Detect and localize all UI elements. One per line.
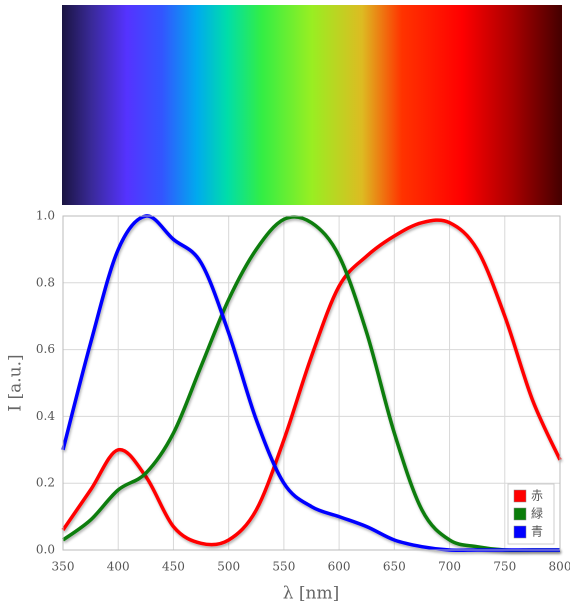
legend-swatch bbox=[513, 507, 527, 521]
x-axis-title: λ [nm] bbox=[283, 584, 340, 604]
legend-swatch bbox=[513, 525, 527, 539]
x-tick-label: 500 bbox=[217, 560, 240, 574]
x-tick-label: 700 bbox=[438, 560, 461, 574]
x-tick-label: 600 bbox=[328, 560, 351, 574]
legend-label: 青 bbox=[531, 525, 543, 539]
legend-label: 緑 bbox=[531, 506, 543, 521]
x-tick-label: 650 bbox=[383, 560, 406, 574]
y-tick-label: 0.4 bbox=[36, 409, 55, 423]
x-tick-label: 750 bbox=[493, 560, 516, 574]
x-tick-label: 800 bbox=[549, 560, 570, 574]
plot-frame bbox=[62, 215, 561, 551]
x-tick-label: 400 bbox=[107, 560, 130, 574]
legend-label: 赤 bbox=[531, 489, 543, 503]
y-axis-title: I [a.u.] bbox=[6, 354, 26, 411]
series-line bbox=[61, 215, 560, 552]
spectrum-bar bbox=[62, 5, 562, 205]
y-tick-label: 0.6 bbox=[36, 342, 55, 356]
x-tick-label: 550 bbox=[272, 560, 295, 574]
y-tick-label: 0.2 bbox=[36, 476, 55, 490]
y-tick-label: 0.0 bbox=[36, 543, 55, 557]
y-tick-label: 0.8 bbox=[36, 275, 55, 289]
x-tick-label: 350 bbox=[52, 560, 75, 574]
y-tick-label: 1.0 bbox=[36, 209, 55, 223]
legend-swatch bbox=[513, 489, 527, 503]
x-tick-label: 450 bbox=[162, 560, 185, 574]
series-line bbox=[61, 218, 562, 547]
